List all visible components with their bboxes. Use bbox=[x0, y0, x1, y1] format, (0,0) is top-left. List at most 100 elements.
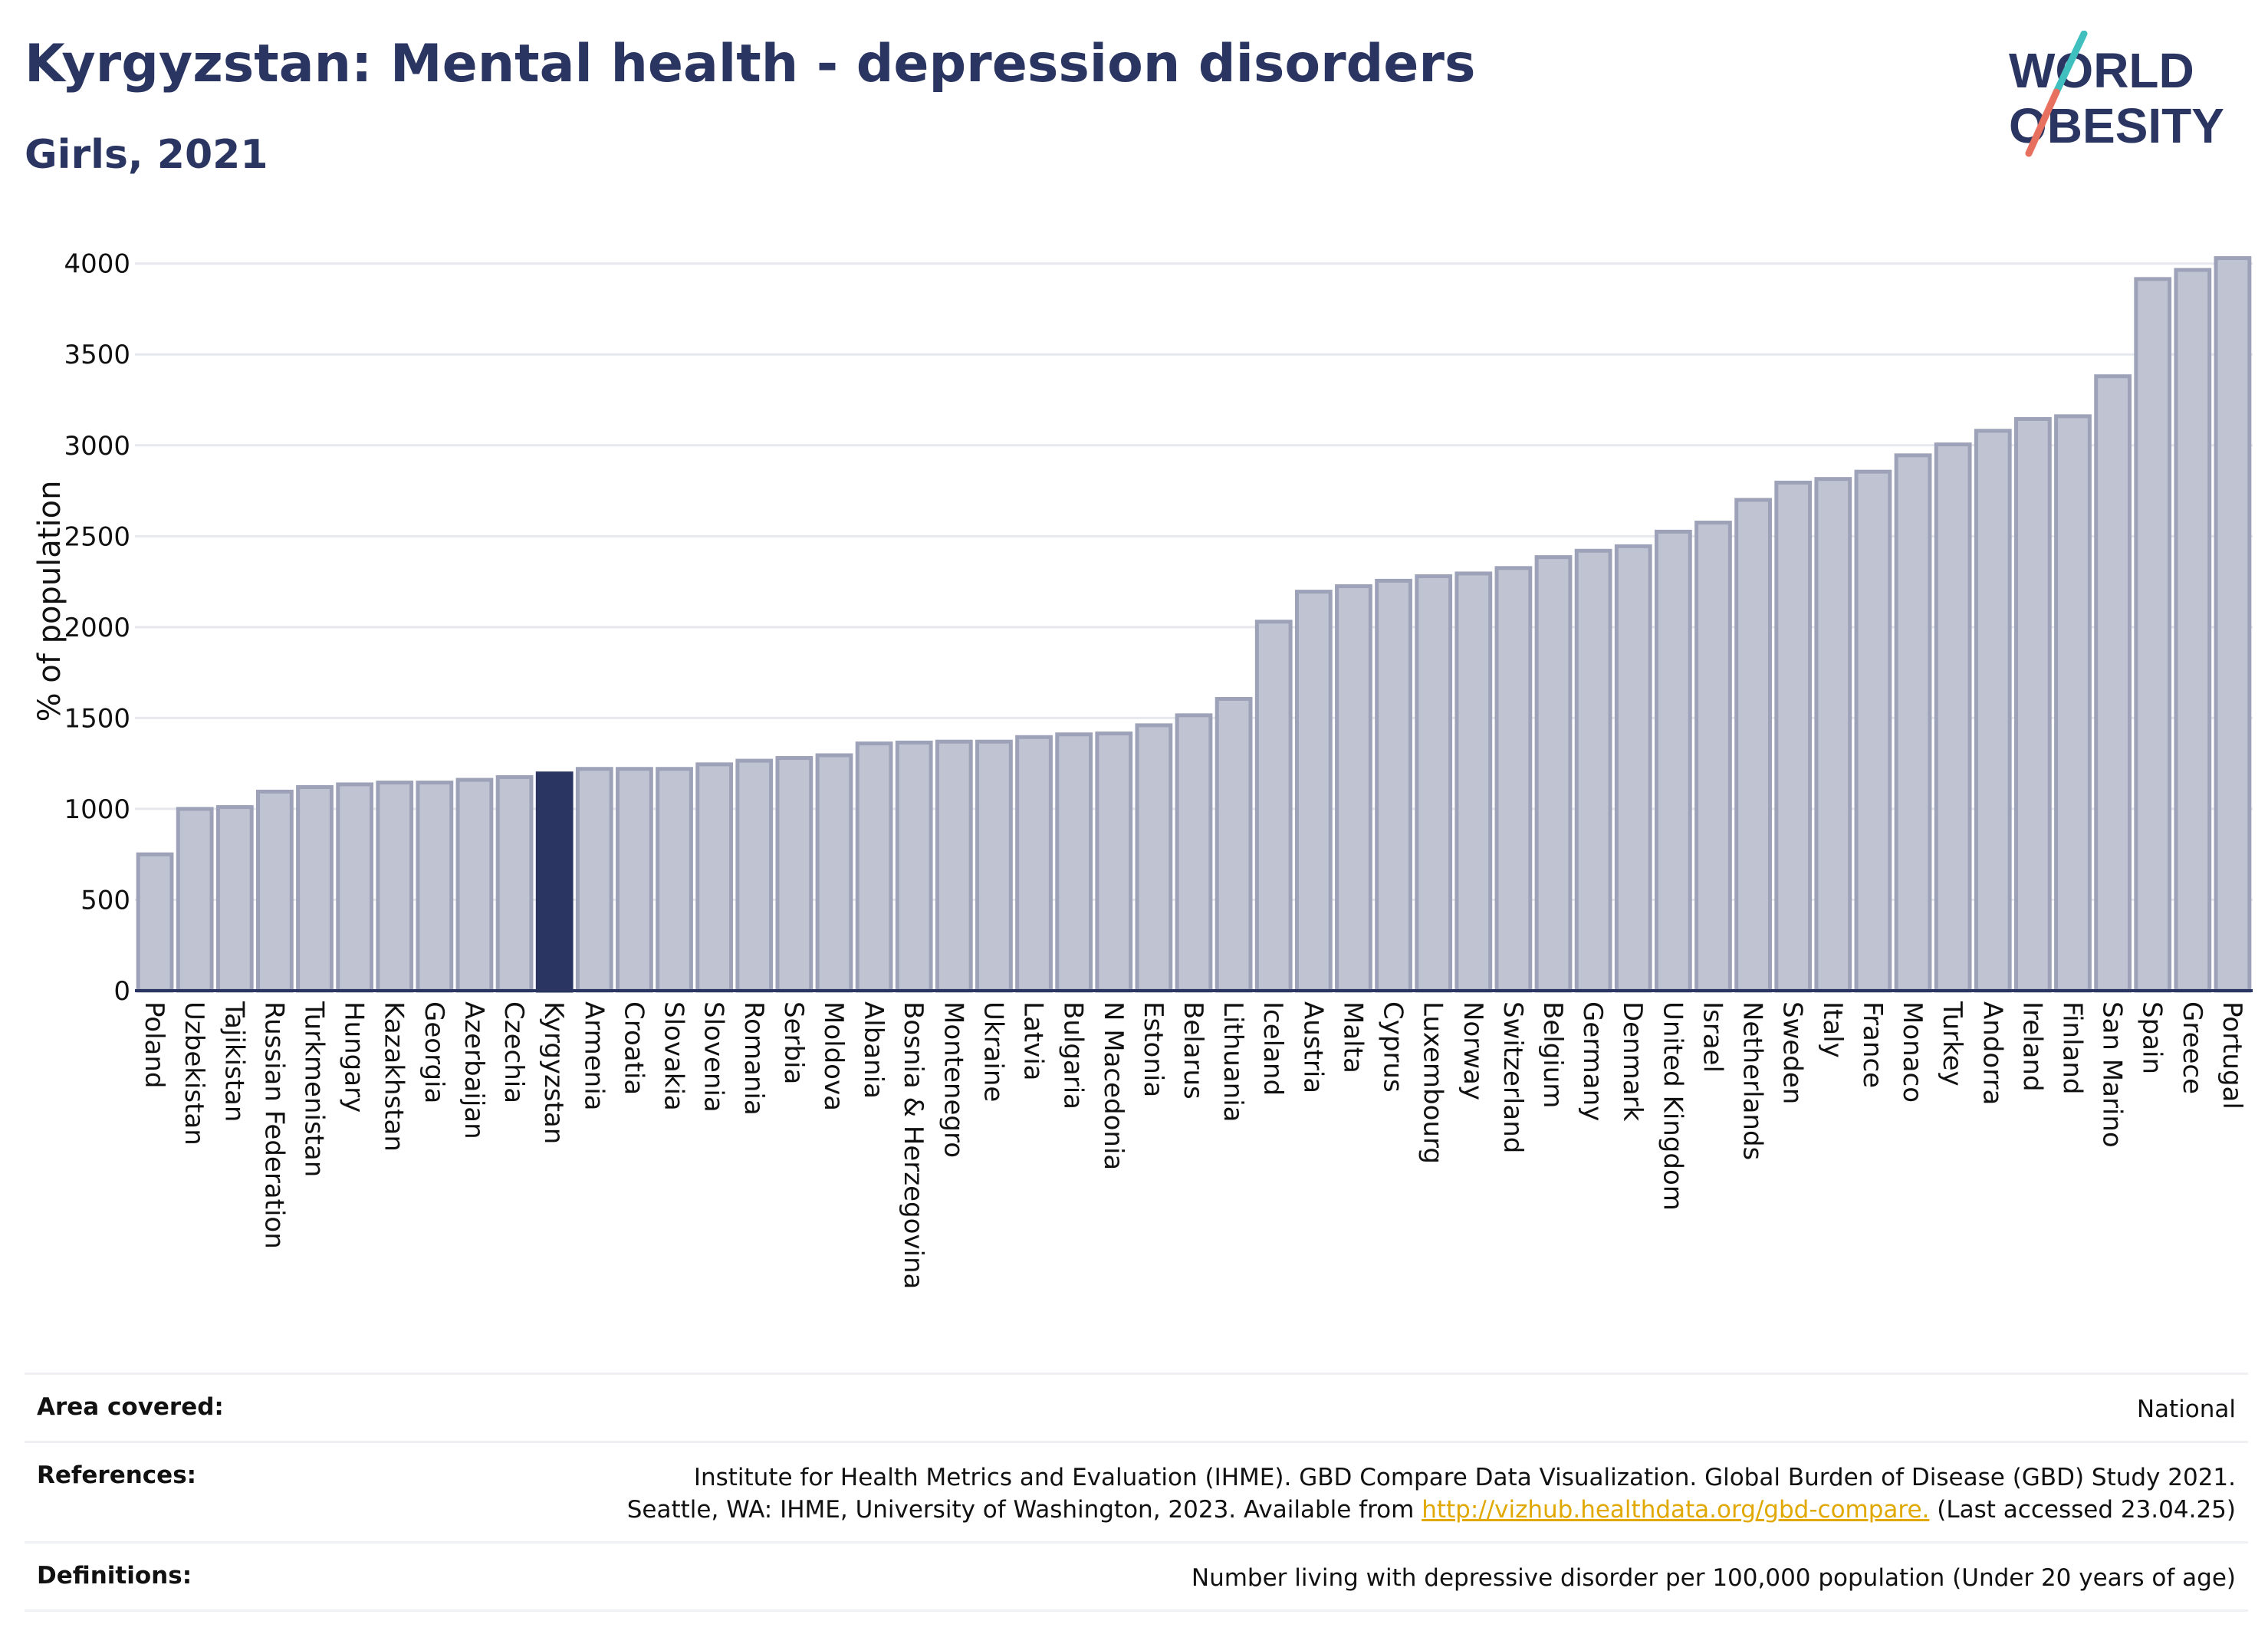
bar-germany bbox=[1574, 548, 1612, 993]
x-tick-label: Portugal bbox=[2217, 1001, 2247, 1110]
bar-monaco bbox=[1894, 453, 1932, 993]
bar-latvia bbox=[1015, 735, 1053, 993]
x-tick-label: Norway bbox=[1458, 1001, 1488, 1100]
x-tick-label: Sweden bbox=[1777, 1001, 1808, 1104]
x-tick-label: Kazakhstan bbox=[379, 1001, 409, 1152]
references-value: Institute for Health Metrics and Evaluat… bbox=[627, 1461, 2236, 1526]
x-tick-label: Denmark bbox=[1617, 1001, 1648, 1122]
bar-norway bbox=[1454, 571, 1493, 993]
x-tick-label: United Kingdom bbox=[1657, 1001, 1688, 1211]
x-tick-label: Ukraine bbox=[978, 1001, 1008, 1102]
chart-footer: Area covered: National References: Insti… bbox=[25, 1373, 2248, 1612]
x-tick-label: Greece bbox=[2177, 1001, 2207, 1094]
x-tick-label: Andorra bbox=[1977, 1001, 2007, 1105]
references-line-1: Institute for Health Metrics and Evaluat… bbox=[693, 1464, 2236, 1491]
bar-belgium bbox=[1534, 555, 1573, 993]
y-axis-title: % of population bbox=[32, 481, 67, 722]
chart-bars bbox=[136, 256, 2252, 993]
x-tick-label: Estonia bbox=[1138, 1001, 1169, 1097]
bar-finland bbox=[2054, 414, 2092, 993]
x-tick-label: Turkey bbox=[1937, 1001, 1967, 1087]
x-tick-label: Tajikistan bbox=[219, 1001, 249, 1122]
references-label: References: bbox=[37, 1461, 197, 1489]
bar-georgia bbox=[416, 781, 454, 993]
logo-slash-coral bbox=[2025, 88, 2060, 157]
bar-ireland bbox=[2013, 416, 2052, 993]
bar-lithuania bbox=[1215, 696, 1253, 993]
x-tick-label: Belgium bbox=[1537, 1001, 1568, 1108]
x-tick-label: Israel bbox=[1697, 1001, 1727, 1073]
bar-andorra bbox=[1974, 429, 2012, 993]
x-tick-label: Belarus bbox=[1178, 1001, 1208, 1100]
x-tick-label: Albania bbox=[858, 1001, 889, 1099]
x-tick-label: Malta bbox=[1337, 1001, 1368, 1073]
bar-hungary bbox=[336, 782, 374, 993]
x-tick-label: Luxembourg bbox=[1418, 1001, 1448, 1164]
bar-malta bbox=[1335, 584, 1372, 993]
x-tick-label: Turkmenistan bbox=[299, 1001, 330, 1177]
bar-russian-federation bbox=[256, 789, 294, 993]
footer-row-definitions: Definitions: Number living with depressi… bbox=[25, 1541, 2248, 1612]
area-value: National bbox=[2136, 1396, 2236, 1423]
bar-denmark bbox=[1614, 544, 1652, 993]
bar-france bbox=[1854, 469, 1892, 993]
bar-estonia bbox=[1135, 723, 1173, 993]
bar-austria bbox=[1294, 590, 1333, 993]
bar-armenia bbox=[575, 767, 613, 993]
x-tick-label: Germany bbox=[1577, 1001, 1608, 1121]
bar-portugal bbox=[2214, 256, 2252, 993]
bar-slovenia bbox=[695, 762, 734, 993]
bar-n-macedonia bbox=[1095, 732, 1133, 993]
bar-united-kingdom bbox=[1654, 529, 1692, 993]
bar-tajikistan bbox=[215, 805, 254, 993]
x-tick-label: Slovenia bbox=[698, 1001, 729, 1113]
x-tick-label: Kyrgyzstan bbox=[538, 1001, 569, 1144]
x-tick-label: Azerbaijan bbox=[459, 1001, 489, 1139]
x-tick-label: Latvia bbox=[1018, 1001, 1049, 1081]
y-tick-label: 0 bbox=[113, 976, 130, 1007]
definitions-value: Number living with depressive disorder p… bbox=[1191, 1564, 2236, 1592]
y-tick-label: 1000 bbox=[64, 794, 130, 825]
bar-netherlands bbox=[1734, 498, 1772, 993]
logo-slash-teal bbox=[2053, 31, 2088, 96]
x-tick-label: Serbia bbox=[778, 1001, 809, 1084]
bar-montenegro bbox=[935, 739, 973, 993]
x-tick-label: Armenia bbox=[578, 1001, 609, 1111]
bar-croatia bbox=[616, 767, 653, 993]
y-tick-label: 3000 bbox=[64, 431, 130, 462]
x-tick-label: Iceland bbox=[1257, 1001, 1288, 1096]
references-line-2-pre: Seattle, WA: IHME, University of Washing… bbox=[626, 1496, 1422, 1524]
x-tick-label: Croatia bbox=[618, 1001, 649, 1095]
x-tick-label: Uzbekistan bbox=[179, 1001, 209, 1146]
bar-kazakhstan bbox=[376, 781, 414, 993]
x-tick-label: Czechia bbox=[498, 1001, 529, 1103]
page-title: Kyrgyzstan: Mental health - depression d… bbox=[25, 34, 1476, 94]
bar-cyprus bbox=[1375, 578, 1412, 993]
x-tick-label: Slovakia bbox=[659, 1001, 689, 1111]
x-tick-label: Italy bbox=[1817, 1001, 1848, 1058]
bar-greece bbox=[2174, 268, 2212, 993]
bar-serbia bbox=[775, 756, 814, 993]
x-tick-label: Moldova bbox=[818, 1001, 849, 1111]
area-label: Area covered: bbox=[37, 1393, 224, 1421]
bar-albania bbox=[855, 741, 893, 993]
bar-uzbekistan bbox=[176, 807, 214, 993]
x-tick-label: Finland bbox=[2056, 1001, 2087, 1095]
bar-luxembourg bbox=[1415, 574, 1453, 993]
bar-bosnia-herzegovina bbox=[895, 740, 933, 993]
x-tick-label: Hungary bbox=[339, 1001, 370, 1113]
x-tick-label: Cyprus bbox=[1378, 1001, 1408, 1093]
y-tick-label: 1500 bbox=[64, 703, 130, 734]
bar-czechia bbox=[495, 774, 534, 993]
bar-switzerland bbox=[1494, 566, 1533, 993]
references-link[interactable]: http://vizhub.healthdata.org/gbd-compare… bbox=[1422, 1496, 1930, 1524]
x-tick-label: France bbox=[1857, 1001, 1888, 1088]
x-tick-label: Georgia bbox=[419, 1001, 449, 1103]
bar-romania bbox=[735, 758, 774, 993]
bar-poland bbox=[136, 852, 174, 993]
x-tick-label: Russian Federation bbox=[258, 1001, 289, 1249]
x-tick-label: Lithuania bbox=[1218, 1001, 1248, 1122]
bar-san-marino bbox=[2094, 374, 2132, 993]
x-tick-label: Bulgaria bbox=[1058, 1001, 1089, 1110]
y-tick-label: 4000 bbox=[64, 249, 130, 280]
